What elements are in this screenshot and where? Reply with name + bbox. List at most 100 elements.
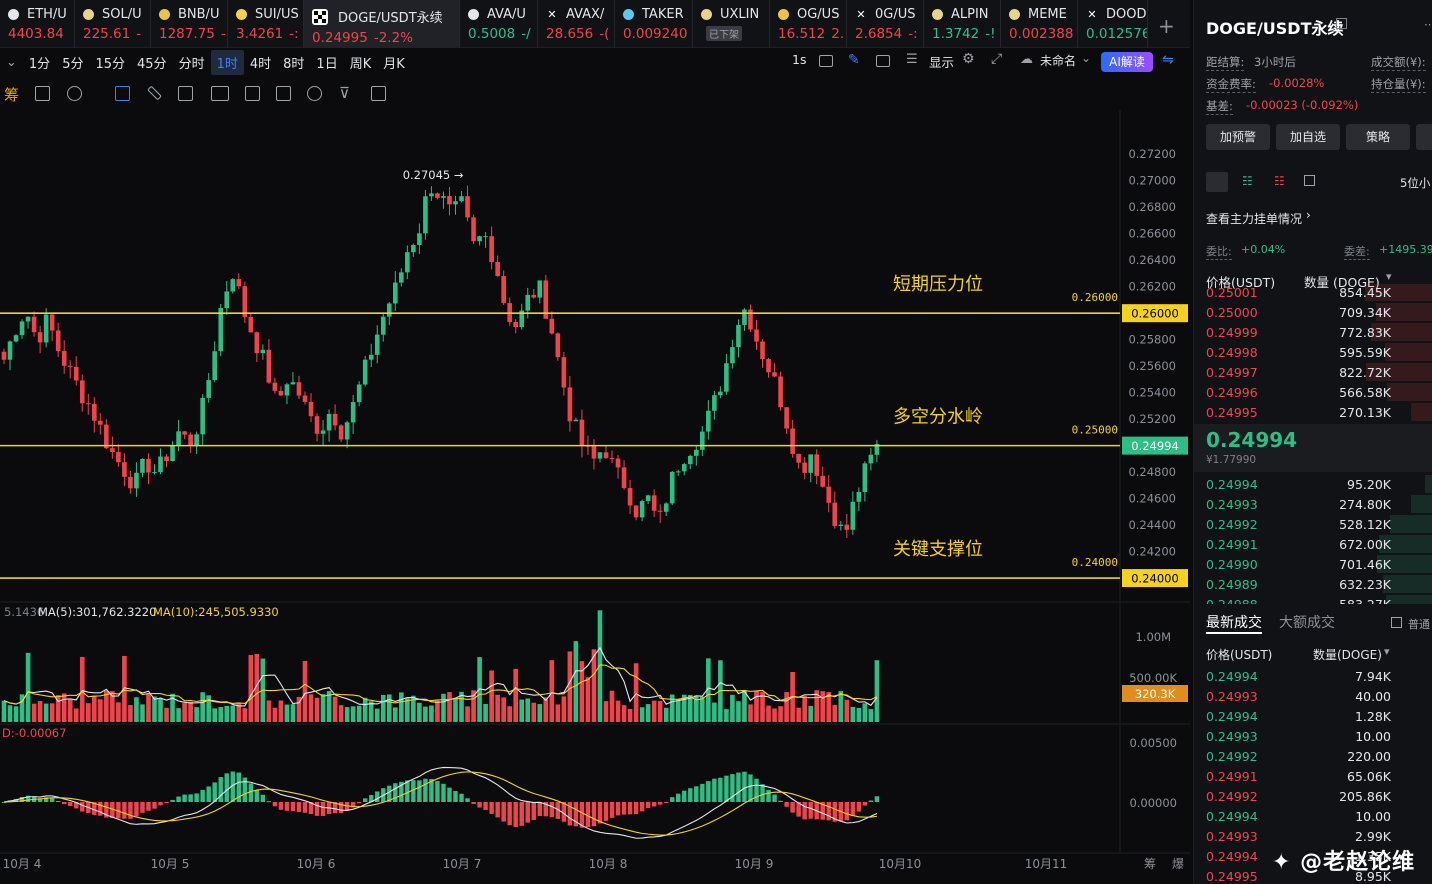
ticker-tab[interactable]: ✕ DOOD 0.012576 <box>1078 0 1148 48</box>
ticker-tab[interactable]: ETH/U 4403.84 <box>0 0 75 48</box>
interval-9[interactable]: 周K <box>349 56 372 72</box>
interval-4[interactable]: 分时 <box>178 56 205 72</box>
share-icon[interactable]: ⇋ <box>1162 52 1174 68</box>
strategy-button[interactable]: 策略 <box>1346 124 1410 150</box>
filter-icon[interactable]: ⊽ <box>339 84 350 102</box>
orderbook-row[interactable]: 0.24991 672.00K <box>1194 534 1432 554</box>
interval-3[interactable]: 45分 <box>137 56 167 72</box>
trades-unit-caret-icon[interactable]: ▾ <box>1384 645 1390 658</box>
orderbook-bids-icon[interactable]: ☷ <box>1242 174 1253 188</box>
interval-6[interactable]: 4时 <box>249 56 272 72</box>
ai-analysis-button[interactable]: AI解读 <box>1101 52 1153 72</box>
ticker-tab[interactable]: SOL/U 225.61- <box>75 0 151 48</box>
liquidation-corner-icon[interactable]: 爆 <box>1172 857 1184 871</box>
popout-icon[interactable] <box>1336 18 1347 29</box>
og-icon <box>778 9 789 20</box>
chevron-right-icon[interactable]: › <box>1306 208 1311 222</box>
ticker-tab[interactable]: SUI/US 3.4261 -: <box>228 0 304 48</box>
add-alert-button[interactable]: 加预警 <box>1206 124 1270 150</box>
interval-1[interactable]: 5分 <box>62 56 84 72</box>
more-icon[interactable]: ⋯ <box>1424 18 1432 31</box>
layout-name-dropdown[interactable]: 未命名 <box>1040 54 1077 68</box>
interval-8[interactable]: 1日 <box>316 56 338 72</box>
display-button[interactable]: 显示 <box>929 55 955 70</box>
ticker-tab[interactable]: OG/US 16.512 2. <box>770 0 847 48</box>
pen-icon[interactable]: ✎ <box>848 52 860 68</box>
interval-2[interactable]: 15分 <box>95 56 126 72</box>
fullscreen-icon[interactable]: ⤢ <box>991 51 1003 67</box>
orderbook-both-icon[interactable] <box>1206 172 1228 192</box>
candle-tool-icon[interactable] <box>211 86 229 101</box>
orderbook-trades-icon[interactable] <box>1304 175 1315 186</box>
interval-10[interactable]: 月K <box>383 56 405 72</box>
orderbook-row[interactable]: 0.24997 822.72K <box>1194 362 1432 382</box>
note-icon[interactable] <box>276 86 291 101</box>
more-button[interactable] <box>1416 124 1432 150</box>
interval-0[interactable]: 1分 <box>28 56 51 72</box>
alert-icon[interactable] <box>876 55 890 67</box>
layout-chevron-icon[interactable]: ⌄ <box>1081 51 1092 65</box>
normal-checkbox[interactable] <box>1391 617 1402 628</box>
orderbook-row[interactable]: 0.24992 528.12K <box>1194 514 1432 534</box>
orderbook-row[interactable]: 0.24998 595.59K <box>1194 342 1432 362</box>
ticker-tab[interactable]: MEME 0.002388 <box>1001 0 1078 48</box>
orderbook-row[interactable]: 0.24999 772.83K <box>1194 322 1432 342</box>
seconds-button[interactable]: 1s <box>792 52 807 67</box>
avax-icon: ✕ <box>547 8 557 21</box>
volume-bar <box>501 697 506 722</box>
orderbook-row[interactable]: 0.24994 95.20K <box>1194 474 1432 494</box>
ticker-tab[interactable]: ALPIN 1.3742 -! <box>924 0 1001 48</box>
ticker-tab[interactable]: DOGE/USDT永续 0.24995 -2.2% <box>304 0 460 48</box>
trend-line-icon[interactable] <box>147 85 162 101</box>
qty-unit-caret-icon[interactable]: ▾ <box>1386 270 1392 283</box>
col-qty-header[interactable]: 数量 (DOGE) <box>1304 275 1380 290</box>
orderbook-row[interactable]: 0.24989 632.23K <box>1194 574 1432 594</box>
ticker-tab[interactable]: ✕ AVAX/28.656 -( <box>538 0 615 48</box>
macd-bar <box>272 802 278 807</box>
depth-selector[interactable]: 5位小 <box>1400 176 1431 190</box>
ticker-tab[interactable]: AVA/U 0.5008 -/ <box>460 0 538 48</box>
cursor-tool-icon[interactable] <box>115 86 130 101</box>
list-icon[interactable]: ☰ <box>906 52 918 67</box>
interval-7[interactable]: 8时 <box>283 56 305 72</box>
orderbook-row[interactable]: 0.24996 566.58K <box>1194 382 1432 402</box>
ruler-icon[interactable] <box>245 86 260 101</box>
main-orders-link[interactable]: 查看主力挂单情况 <box>1206 212 1303 226</box>
chip-corner-icon[interactable]: 筹 <box>1144 857 1156 871</box>
trash-icon[interactable] <box>371 86 386 101</box>
fib-tool-icon[interactable] <box>178 86 193 101</box>
indicator-icon[interactable] <box>35 86 50 101</box>
interval-5[interactable]: 1时 <box>210 49 244 75</box>
ticker-tab[interactable]: BNB/U 1287.75- <box>151 0 228 48</box>
macd-bar <box>140 802 145 813</box>
orderbook-asks-icon[interactable]: ☷ <box>1274 174 1285 188</box>
orderbook-row[interactable]: 0.24988 583.27K <box>1194 594 1432 604</box>
collapse-chevron-icon[interactable]: ⌄ <box>6 54 17 70</box>
volume-bar <box>218 707 224 722</box>
settings-gear-icon[interactable]: ⚙ <box>962 51 975 67</box>
add-ticker-icon[interactable]: + <box>1158 14 1175 38</box>
compare-icon[interactable] <box>67 86 82 101</box>
orderbook-row[interactable]: 0.24995 270.13K <box>1194 402 1432 422</box>
volume-tick-label: 1.00M <box>1135 630 1171 644</box>
magnet-icon[interactable] <box>307 86 322 101</box>
price-chart[interactable]: 0.27200 0.27000 0.26800 0.26600 0.26400 0.262… <box>0 110 1190 884</box>
camera-icon[interactable] <box>819 55 833 67</box>
candle <box>477 236 482 242</box>
add-watchlist-button[interactable]: 加自选 <box>1276 124 1340 150</box>
orderbook-row[interactable]: 0.24993 274.80K <box>1194 494 1432 514</box>
orderbook-row[interactable]: 0.24990 701.46K <box>1194 554 1432 574</box>
chip-distribution-button[interactable]: 筹 <box>4 86 20 104</box>
ticker-tab[interactable]: ✕ 0G/US 2.6854 -: <box>847 0 924 48</box>
volume-bars <box>1 610 880 722</box>
orderbook-row[interactable]: 0.25000 709.34K <box>1194 302 1432 322</box>
y-tick-label: 0.26600 <box>1128 227 1176 241</box>
ticker-tab[interactable]: UXLIN <box>693 0 770 48</box>
orderbook-row[interactable]: 0.25001 854.45K <box>1194 284 1432 302</box>
tab-latest-trades[interactable]: 最新成交 <box>1206 615 1262 631</box>
trades-qty-header[interactable]: 数量(DOGE) <box>1313 648 1382 662</box>
tab-big-trades[interactable]: 大额成交 <box>1279 615 1335 631</box>
candle <box>164 456 169 462</box>
candle <box>519 310 525 328</box>
ticker-tab[interactable]: TAKER 0.009240 <box>615 0 693 48</box>
